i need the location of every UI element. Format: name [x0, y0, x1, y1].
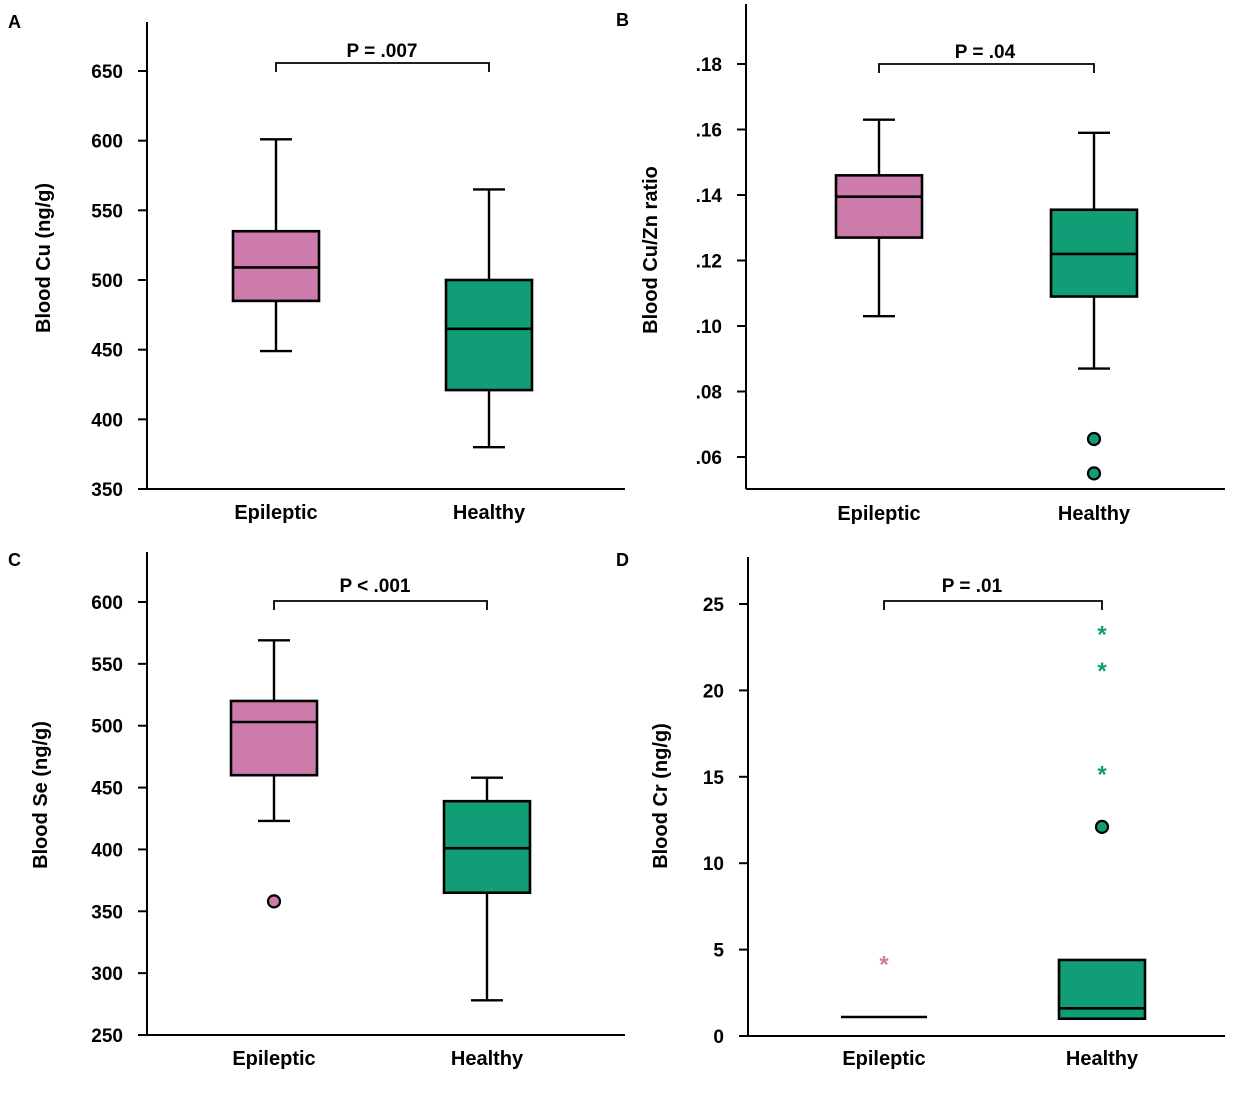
y-tick-label: .10	[696, 317, 722, 338]
x-category-label: Epileptic	[842, 1048, 925, 1070]
significance-bracket	[878, 63, 1095, 73]
y-axis-label: Blood Cu (ng/g)	[33, 183, 55, 333]
y-axis-label: Blood Cr (ng/g)	[650, 723, 672, 869]
panel-letter: B	[616, 10, 629, 30]
y-tick-label: 550	[91, 655, 123, 676]
y-tick-label: 500	[91, 717, 123, 738]
box-epileptic: *	[841, 952, 927, 1019]
y-tick-label: 300	[91, 964, 123, 985]
iqr-box	[834, 174, 924, 239]
outlier-point	[1086, 466, 1102, 481]
y-tick-label: 450	[91, 341, 123, 362]
x-category-label: Healthy	[451, 1048, 524, 1070]
panel-c: C 250 300 350 400 450 500 550 600 Blood Se (ng/g)…	[8, 550, 625, 1070]
box-healthy	[442, 776, 532, 1002]
y-tick-label: 350	[91, 480, 123, 501]
iqr-box	[231, 229, 321, 303]
significance-bracket	[273, 600, 488, 610]
iqr-box	[444, 278, 534, 392]
box-healthy: * * *	[1057, 622, 1147, 1021]
y-tick-label: 0	[713, 1027, 724, 1048]
y-tick-label: 400	[91, 410, 123, 431]
y-tick-label: 350	[91, 902, 123, 923]
y-tick-label: .16	[696, 121, 722, 142]
y-tick-label: 20	[703, 681, 724, 702]
panel-letter: D	[616, 550, 629, 570]
y-tick-label: .06	[696, 448, 722, 469]
x-category-label: Healthy	[1058, 503, 1131, 525]
y-tick-label: .12	[696, 252, 722, 273]
y-tick-label: 15	[703, 768, 725, 789]
extreme-point: *	[1097, 762, 1107, 789]
iqr-box	[229, 699, 319, 777]
y-tick-label: 25	[703, 595, 725, 616]
extreme-point: *	[879, 952, 889, 979]
y-tick-label: .18	[696, 55, 722, 76]
y-tick-label: .08	[696, 383, 722, 404]
p-value-label: P = .007	[347, 41, 418, 62]
panel-a: A 350 400 450 500 550 600 650 Blood Cu (ng/g) Epi…	[8, 12, 625, 524]
x-category-label: Epileptic	[837, 503, 920, 525]
significance-bracket	[275, 62, 490, 72]
y-tick-label: 250	[91, 1026, 123, 1047]
p-value-label: P = .01	[942, 576, 1003, 597]
outlier-point	[1086, 431, 1102, 447]
y-tick-label: 5	[713, 941, 724, 962]
x-category-label: Healthy	[1066, 1048, 1139, 1070]
box-healthy	[1049, 131, 1139, 481]
panel-b: B .06 .08 .10 .12 .14 .16 .18 Blood Cu/Zn ratio E…	[616, 4, 1225, 525]
outlier-point	[266, 894, 282, 909]
significance-bracket	[883, 600, 1103, 610]
y-tick-label: 10	[703, 854, 724, 875]
extreme-point: *	[1097, 658, 1107, 685]
y-tick-label: 500	[91, 271, 123, 292]
x-category-label: Healthy	[453, 502, 526, 524]
box-epileptic	[231, 138, 321, 353]
panel-letter: A	[8, 12, 21, 32]
extreme-point: *	[1097, 622, 1107, 649]
y-axis-label: Blood Se (ng/g)	[30, 721, 52, 869]
y-tick-label: 400	[91, 840, 123, 861]
y-tick-label: 600	[91, 132, 123, 153]
box-epileptic	[834, 118, 924, 318]
p-value-label: P < .001	[340, 576, 411, 597]
box-epileptic	[229, 639, 319, 909]
y-tick-label: .14	[696, 186, 723, 207]
x-category-label: Epileptic	[232, 1048, 315, 1070]
p-value-label: P = .04	[955, 42, 1016, 63]
y-tick-label: 550	[91, 201, 123, 222]
panel-letter: C	[8, 550, 21, 570]
y-axis-label: Blood Cu/Zn ratio	[640, 166, 662, 334]
y-tick-label: 650	[91, 62, 123, 83]
y-tick-label: 600	[91, 593, 123, 614]
iqr-box	[1057, 958, 1147, 1021]
panel-d: D 0 5 10 15 20 25 Blood Cr (ng/g) Epileptic Healt…	[616, 550, 1225, 1070]
outlier-point	[1094, 819, 1110, 835]
y-tick-label: 450	[91, 779, 123, 800]
x-category-label: Epileptic	[234, 502, 317, 524]
box-healthy	[444, 188, 534, 449]
